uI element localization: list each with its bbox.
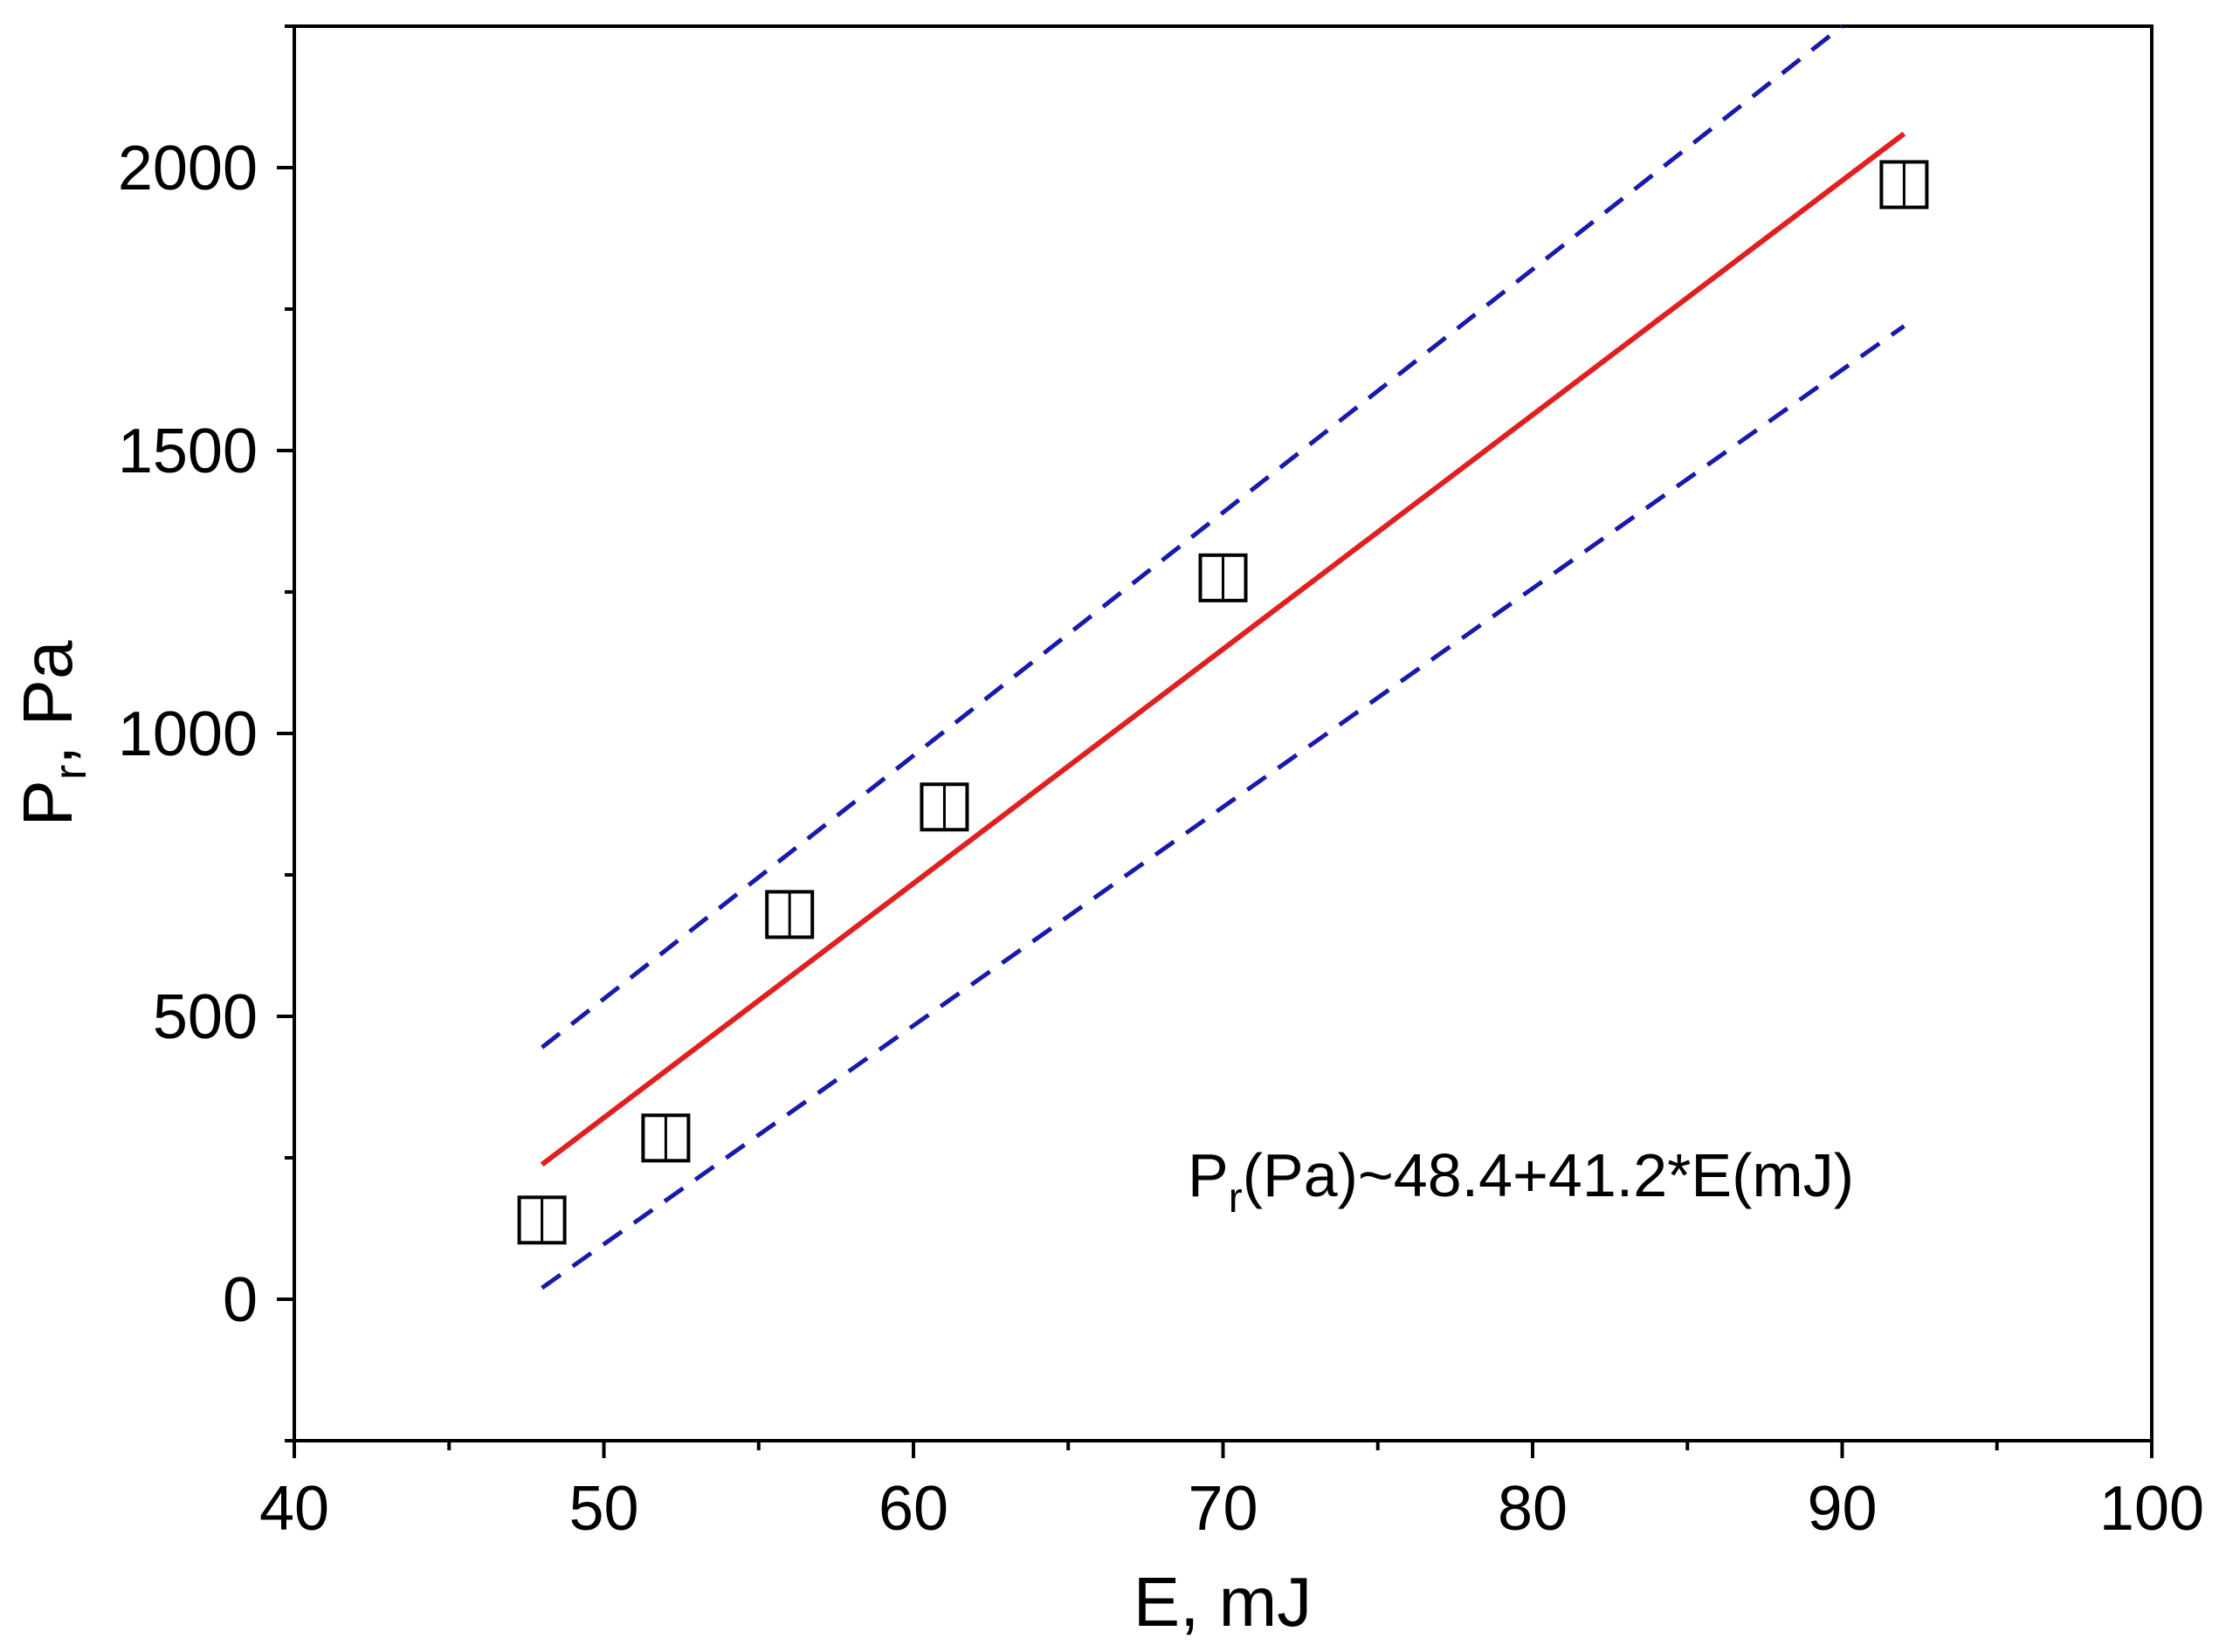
equation-body: (Pa)~48.4+41.2*E(mJ) bbox=[1243, 1141, 1854, 1209]
x-tick-label: 70 bbox=[1188, 1474, 1258, 1544]
y-axis-title-subscript: r bbox=[45, 765, 96, 780]
x-tick-label: 100 bbox=[2099, 1474, 2204, 1544]
y-axis-title-main: P bbox=[9, 780, 86, 826]
x-tick-label: 80 bbox=[1498, 1474, 1568, 1544]
fit-lines bbox=[540, 24, 1906, 1291]
x-tick-label: 60 bbox=[879, 1474, 948, 1544]
equation-symbol: P bbox=[1188, 1141, 1229, 1209]
x-tick-label: 90 bbox=[1807, 1474, 1877, 1544]
x-tick-label: 40 bbox=[259, 1474, 329, 1544]
y-tick-label: 1000 bbox=[118, 699, 258, 769]
confidence-band-line bbox=[541, 324, 1905, 1291]
confidence-band-line bbox=[541, 24, 1844, 1050]
linear-fit-line bbox=[540, 131, 1906, 1167]
y-tick-label: 0 bbox=[223, 1265, 258, 1335]
plot-frame bbox=[293, 24, 2154, 1442]
y-axis-title-rest: , Pa bbox=[9, 640, 86, 765]
y-tick-label: 500 bbox=[153, 982, 258, 1052]
y-axis-title: Pr, Pa bbox=[9, 640, 96, 827]
y-tick-label: 2000 bbox=[118, 134, 258, 203]
equation-subscript: r bbox=[1229, 1175, 1243, 1222]
x-axis-title: E, mJ bbox=[1134, 1563, 1312, 1641]
y-tick-label: 1500 bbox=[118, 416, 258, 486]
x-tick-label: 50 bbox=[569, 1474, 638, 1544]
fit-equation-annotation: Pr(Pa)~48.4+41.2*E(mJ) bbox=[1188, 1141, 1854, 1222]
data-markers bbox=[517, 160, 1929, 1245]
